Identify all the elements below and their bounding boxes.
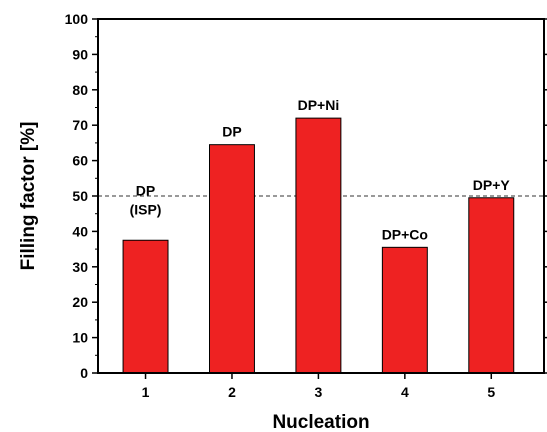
x-axis-ticks: 1 2 3 4 5: [142, 373, 495, 400]
x-tick-label: 3: [315, 384, 323, 400]
x-tick-label: 4: [401, 384, 409, 400]
x-tick-label: 1: [142, 384, 150, 400]
y-tick-label: 10: [72, 330, 88, 346]
bar: [295, 117, 342, 374]
bar-label: (ISP): [130, 201, 162, 217]
plot-frame: [97, 18, 545, 374]
y-tick-label: 70: [72, 117, 88, 133]
x-tick-label: 2: [228, 384, 236, 400]
bar-label: DP: [222, 124, 241, 140]
y-tick-label: 80: [72, 82, 88, 98]
y-tick-label: 50: [72, 188, 88, 204]
y-tick-label: 60: [72, 153, 88, 169]
y-tick-label: 20: [72, 294, 88, 310]
bar-label: DP+Y: [473, 177, 511, 193]
y-tick-label: 0: [80, 365, 88, 381]
bar: [468, 197, 515, 374]
bar-label: DP+Co: [382, 226, 428, 242]
y-tick-label: 100: [65, 11, 89, 27]
bar-label: DP+Ni: [298, 97, 340, 113]
y-tick-label: 90: [72, 46, 88, 62]
bar-labels-layer: DP (ISP) DP DP+Ni DP+Co DP+Y: [130, 97, 511, 242]
x-tick-label: 5: [487, 384, 495, 400]
bar: [381, 246, 428, 374]
y-axis-title: Filling factor [%]: [18, 122, 39, 271]
bars-layer: [122, 117, 515, 374]
x-axis-title: Nucleation: [272, 412, 369, 432]
bar: [209, 144, 255, 374]
bar: [122, 239, 169, 374]
y-tick-label: 40: [72, 223, 88, 239]
y-tick-label: 30: [72, 259, 88, 275]
bar-label: DP: [136, 182, 155, 198]
